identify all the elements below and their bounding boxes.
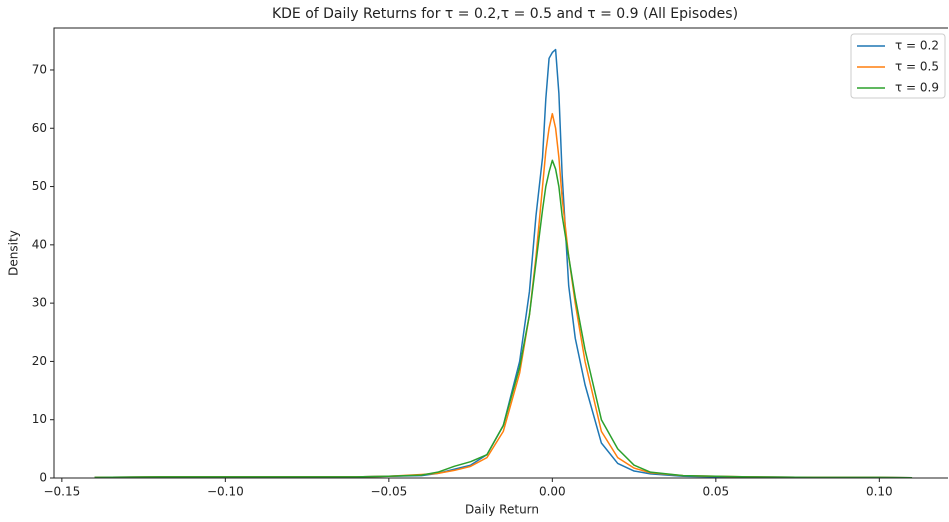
chart-title: KDE of Daily Returns for τ = 0.2,τ = 0.5… [272, 6, 738, 22]
y-tick-label: 20 [32, 354, 47, 368]
y-axis-label: Density [7, 230, 21, 276]
y-tick-label: 60 [32, 121, 47, 135]
x-tick-label: −0.10 [207, 485, 244, 499]
legend-box [850, 33, 946, 99]
x-tick-label: 0.00 [539, 485, 566, 499]
x-tick-label: 0.05 [702, 485, 729, 499]
y-tick-label: 0 [39, 471, 47, 485]
x-tick-label: 0.10 [866, 485, 893, 499]
y-tick-label: 10 [32, 412, 47, 426]
legend-label: τ = 0.9 [895, 81, 939, 95]
line [94, 159, 913, 479]
legend-label: τ = 0.2 [895, 39, 939, 53]
line [94, 48, 913, 479]
y-tick-label: 40 [32, 237, 47, 251]
y-tick-label: 70 [32, 62, 47, 76]
x-tick-label: −0.15 [43, 485, 80, 499]
y-tick-label: 50 [32, 179, 47, 193]
axes-frame [53, 27, 948, 479]
y-tick-label: 30 [32, 296, 47, 310]
legend-label: τ = 0.5 [895, 60, 939, 74]
x-tick-label: −0.05 [370, 485, 407, 499]
x-axis-label: Daily Return [465, 503, 539, 517]
